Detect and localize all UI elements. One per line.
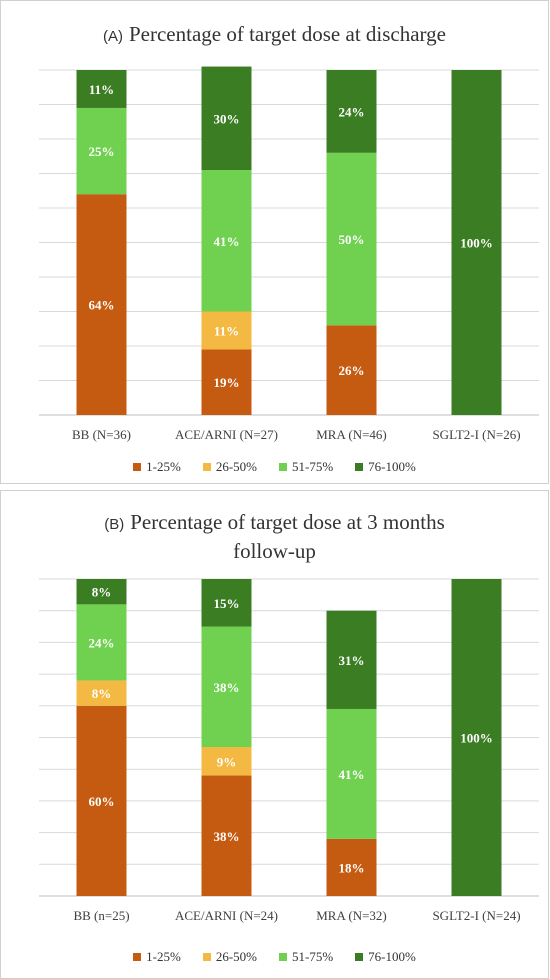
panel-label: (A) [102,28,123,45]
bar-segment [76,70,127,108]
data-label: 19% [214,375,240,390]
x-tick-label: ACE/ARNI (N=27) [175,427,278,442]
bar-segment [201,626,252,748]
legend-swatch [279,463,287,471]
chart-legend: 1-25% 26-50% 51-75% 76-100% [1,459,548,475]
bar-segment [201,579,252,627]
legend-label: 26-50% [215,459,257,474]
x-tick-label: MRA (N=46) [316,427,387,442]
data-label: 26% [339,363,365,378]
legend-swatch [202,463,211,471]
data-label: 24% [339,104,365,119]
legend-swatch [355,463,364,471]
bar-segment [326,70,377,153]
bar-segment [326,838,377,896]
legend-label: 51-75% [292,949,334,964]
legend-label: 1-25% [146,459,181,474]
x-tick-label: MRA (N=32) [316,908,387,923]
data-label: 41% [214,234,240,249]
data-label: 11% [89,82,114,97]
chart-title-line-2: follow-up [233,539,316,563]
x-tick-label: BB (N=36) [72,427,131,442]
x-tick-label: ACE/ARNI (N=24) [175,908,278,923]
x-tick-label: SGLT2-I (N=24) [432,908,520,923]
bar-segment [76,107,127,195]
legend-item: 1-25% [133,949,181,965]
legend-item: 26-50% [202,459,257,475]
bar-segment [326,152,377,326]
chart-plot-a: 64% 25% 11% BB (N=36) 19% 11% 41% 30% ACE/ARNI (… [39,66,539,442]
legend-item: 51-75% [279,459,333,475]
legend-swatch [133,463,142,471]
legend-label: 26-50% [215,949,257,964]
data-label: 8% [92,585,112,600]
panel-label: (B) [104,516,125,533]
data-label: 15% [214,596,240,611]
data-label: 100% [460,731,493,746]
data-label: 100% [460,236,493,251]
bar-segment [76,680,127,706]
data-label: 60% [89,794,115,809]
data-label: 31% [339,653,365,668]
chart-plot-b: 60% 8% 24% 8% BB (n=25) 38% 9% 38% 15% ACE/ARNI (… [39,578,539,923]
data-label: 11% [214,323,239,338]
data-label: 30% [214,111,240,126]
x-tick-label: BB (n=25) [73,908,129,923]
legend-item: 26-50% [202,949,257,965]
legend-label: 76-100% [368,949,416,964]
bar-segment [201,170,252,312]
data-label: 64% [89,298,115,313]
legend-item: 76-100% [355,949,416,965]
x-tick-label: SGLT2-I (N=26) [432,427,520,442]
chart-title: (A) Percentage of target dose at discharg… [1,22,548,47]
legend-swatch [202,953,211,961]
bar-segment [326,708,377,839]
chart-title-line-1: Percentage of target dose at 3 months [130,510,445,534]
bar-segment [326,325,377,415]
data-label: 38% [214,829,240,844]
bar-segment [201,66,252,171]
legend-item: 1-25% [133,459,181,475]
legend-swatch [355,953,364,961]
legend-label: 51-75% [292,459,334,474]
data-label: 38% [214,680,240,695]
bar-segment [451,579,502,896]
bar-segment [76,705,127,896]
bar-segment [76,194,127,415]
data-label: 24% [89,635,115,650]
legend-label: 76-100% [368,459,416,474]
chart-legend: 1-25% 26-50% 51-75% 76-100% [1,949,548,965]
data-label: 25% [89,144,115,159]
chart-panel-b: (B) Percentage of target dose at 3 months… [0,490,549,979]
bar-segment [76,604,127,681]
legend-swatch [133,953,142,961]
legend-item: 76-100% [355,459,416,475]
bar-segment [201,349,252,415]
legend-item: 51-75% [279,949,333,965]
data-label: 41% [339,767,365,782]
data-label: 8% [92,686,112,701]
legend-swatch [279,953,287,961]
chart-title: (B) Percentage of target dose at 3 months… [1,509,548,567]
chart-title-text: Percentage of target dose at discharge [128,22,446,46]
legend-label: 1-25% [146,949,181,964]
data-label: 9% [217,754,237,769]
bar-segment [201,311,252,350]
bar-segment [201,775,252,896]
bar-segment [201,747,252,776]
bar-segment [451,70,502,415]
data-label: 50% [339,232,365,247]
bar-segment [326,610,377,709]
bar-segment [76,579,127,605]
data-label: 18% [339,860,365,875]
chart-panel-a: (A) Percentage of target dose at discharg… [0,0,549,484]
